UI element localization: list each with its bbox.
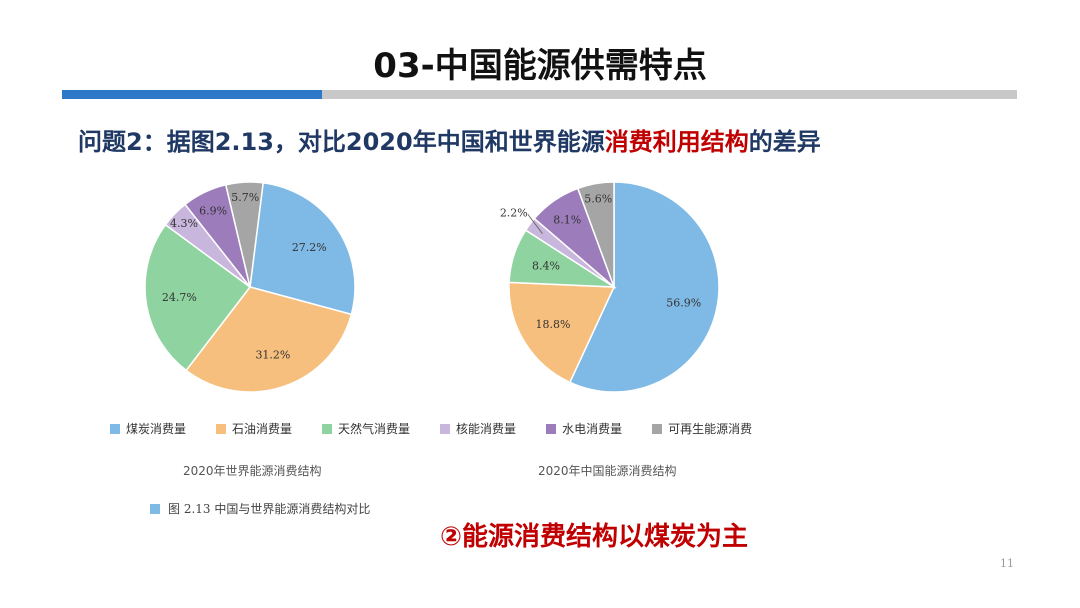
pie-label-nuclear: 2.2%	[500, 206, 528, 219]
pie-slice-renewable	[576, 181, 615, 288]
figure-note-marker	[150, 503, 160, 514]
legend-item-gas: 天然气消费量	[322, 420, 410, 437]
world-chart-caption: 2020年世界能源消费结构	[183, 464, 322, 478]
legend-label-coal: 煤炭消费量	[126, 422, 187, 436]
question-suffix: 的差异	[748, 128, 821, 156]
pie-leader-line-nuclear	[527, 214, 543, 234]
legend-label-oil: 石油消费量	[232, 422, 293, 436]
slide-title: 03-中国能源供需特点	[373, 46, 707, 86]
pie-slice-renewable	[224, 181, 264, 288]
pie-label-hydro: 8.1%	[553, 214, 581, 227]
pie-label-nuclear: 4.3%	[170, 217, 198, 230]
page-number: 11	[1000, 557, 1014, 570]
question-highlight: 消费利用结构	[604, 128, 749, 156]
title-divider	[62, 90, 1017, 99]
china-pie-chart: 56.9% 18.8% 8.4% 2.2% 8.1%5.6%	[500, 181, 720, 393]
pie-label-gas: 24.7%	[162, 291, 197, 304]
legend-label-gas: 天然气消费量	[338, 422, 411, 436]
legend-label-hydro: 水电消费量	[562, 422, 623, 436]
pie-label-renewable: 5.7%	[231, 191, 259, 204]
legend-item-hydro: 水电消费量	[546, 420, 622, 437]
pie-label-coal: 56.9%	[666, 296, 701, 309]
china-chart-caption: 2020年中国能源消费结构	[538, 464, 677, 478]
question-text: 问题2：据图2.13，对比2020年中国和世界能源消费利用结构的差异	[78, 122, 821, 157]
world-pie-chart: 27.2% 31.2% 24.7% 4.3%6.9% 5.7%	[144, 181, 356, 393]
pie-label-oil: 31.2%	[255, 349, 290, 362]
question-prefix: 问题2：据图2.13，对比2020年中国和世界能源	[78, 128, 605, 156]
pie-slice-coal	[568, 181, 720, 393]
legend-item-nuclear: 核能消费量	[440, 420, 516, 437]
chart-legend: 煤炭消费量 石油消费量 天然气消费量 核能消费量 水电消费量 可再生能源消费	[110, 420, 752, 437]
legend-swatch-hydro	[546, 423, 557, 434]
legend-label-renewable: 可再生能源消费	[668, 422, 753, 436]
legend-swatch-gas	[322, 423, 333, 434]
conclusion-text: ②能源消费结构以煤炭为主	[440, 522, 749, 552]
pie-label-oil: 18.8%	[536, 318, 571, 331]
legend-label-nuclear: 核能消费量	[456, 422, 517, 436]
pie-label-hydro: 6.9%	[199, 204, 227, 217]
legend-item-renewable: 可再生能源消费	[652, 420, 752, 437]
pie-slice-oil	[185, 286, 353, 393]
title-divider-accent	[62, 90, 322, 99]
legend-item-oil: 石油消费量	[216, 420, 292, 437]
figure-note-text: 图 2.13 中国与世界能源消费结构对比	[168, 502, 371, 516]
legend-swatch-oil	[216, 423, 227, 434]
pie-label-gas: 8.4%	[532, 259, 560, 272]
legend-swatch-coal	[110, 423, 120, 434]
legend-swatch-nuclear	[440, 423, 451, 434]
pie-slice-coal	[249, 181, 356, 316]
figure-note: 图 2.13 中国与世界能源消费结构对比	[150, 500, 370, 517]
legend-swatch-renewable	[652, 423, 663, 434]
pie-label-coal: 27.2%	[292, 241, 327, 254]
legend-item-coal: 煤炭消费量	[110, 420, 186, 437]
pie-slice-gas	[144, 223, 252, 372]
pie-label-renewable: 5.6%	[584, 192, 612, 205]
pie-slice-oil	[508, 281, 616, 384]
